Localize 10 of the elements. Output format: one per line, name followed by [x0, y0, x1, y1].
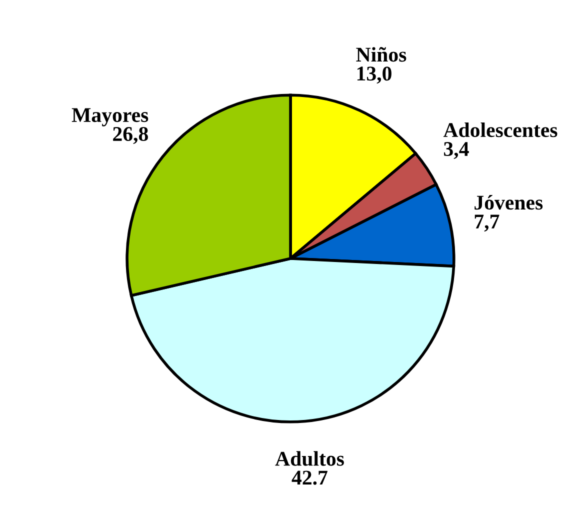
- data-label: 42.7: [292, 470, 328, 485]
- slice-label: Mayores: [72, 108, 148, 126]
- data-label: 13,0: [357, 66, 392, 84]
- slice-label: Adolescentes: [443, 122, 558, 138]
- data-label: 3,4: [444, 142, 469, 160]
- data-label: 7,7: [474, 214, 500, 232]
- data-label: 26,8: [113, 126, 148, 144]
- slice-label: Adultos: [275, 451, 344, 466]
- slice-label: Jóvenes: [474, 195, 543, 210]
- slice-label: Niños: [356, 47, 406, 62]
